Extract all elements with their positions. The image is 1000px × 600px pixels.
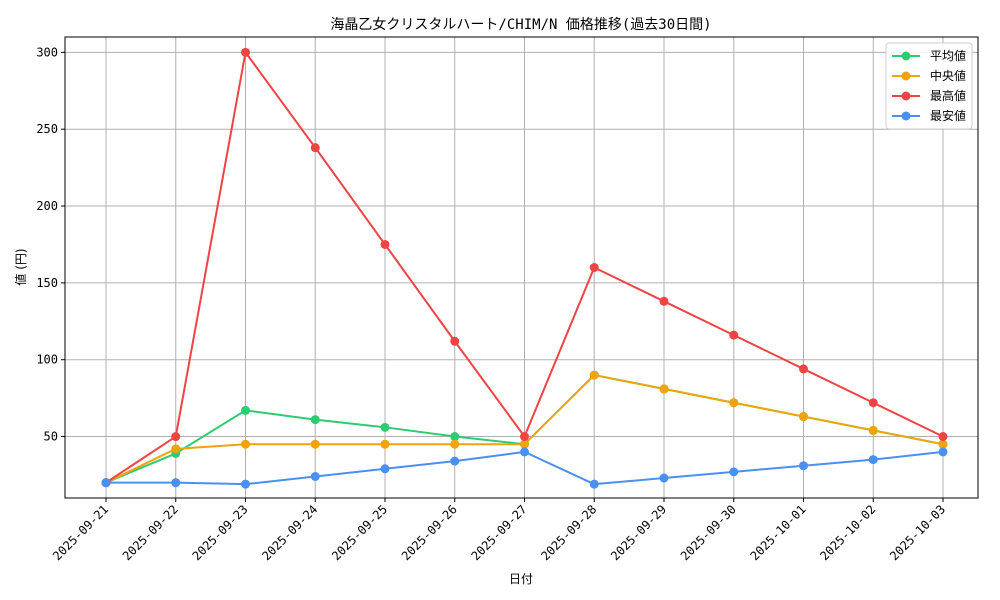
series-layer [101,47,948,489]
data-point [520,439,529,449]
y-tick-label: 100 [36,353,58,367]
data-point [380,422,390,432]
x-tick-label: 2025-09-27 [469,502,530,563]
data-point [938,439,948,449]
x-tick-label: 2025-09-25 [329,502,390,563]
data-point [241,479,250,489]
data-point [659,473,669,483]
data-point [380,439,390,449]
data-point [729,467,739,477]
data-point [938,432,948,442]
data-point [171,444,181,454]
y-tick-label: 200 [36,199,58,213]
legend-marker [901,51,911,61]
series-2 [101,47,948,488]
y-tick-label: 250 [36,122,58,136]
x-tick-label: 2025-10-02 [817,502,878,563]
grid [65,37,978,498]
legend-item: 最高値 [892,88,966,103]
data-point [171,478,181,488]
legend-label: 平均値 [930,48,966,63]
data-point [659,296,669,306]
data-point [868,398,878,408]
legend-marker [901,71,911,81]
data-point [589,370,599,380]
plot-frame [64,36,979,499]
data-point [659,384,669,394]
data-point [868,455,878,465]
legend-marker [901,91,911,101]
x-tick-label: 2025-10-01 [748,502,809,563]
data-point [310,471,320,481]
x-tick-label: 2025-09-21 [50,502,111,563]
data-point [589,479,599,489]
x-tick-label: 2025-09-29 [608,502,669,563]
x-tick-label: 2025-09-28 [538,502,599,563]
data-point [380,464,390,474]
data-point [241,47,250,57]
data-point [450,432,460,442]
data-point [241,439,250,449]
legend-item: 中央値 [892,68,966,83]
legend-label: 最安値 [930,108,966,123]
x-tick-label: 2025-09-22 [120,502,181,563]
data-point [729,398,739,408]
legend-label: 中央値 [930,68,966,83]
x-tick-label: 2025-09-26 [399,502,460,563]
data-point [450,456,460,466]
data-point [868,425,878,435]
data-point [729,330,739,340]
x-tick-label: 2025-09-30 [678,502,739,563]
data-point [799,412,808,422]
series-3 [101,447,948,489]
data-point [101,478,111,488]
data-point [450,439,460,449]
data-point [520,432,529,442]
legend-label: 最高値 [930,88,966,103]
data-point [380,239,390,249]
data-point [450,336,460,346]
x-tick-label: 2025-09-23 [190,502,251,563]
legend-box [885,42,973,130]
x-axis-label: 日付 [509,572,533,586]
y-tick-label: 50 [44,430,58,444]
series-1 [101,370,948,488]
data-point [520,447,529,457]
legend-marker [901,111,911,121]
data-point [310,143,320,153]
x-tick-label: 2025-09-24 [259,502,320,563]
data-point [589,263,599,272]
data-point [938,447,948,457]
data-point [171,432,181,442]
x-tick-label: 2025-10-03 [887,502,948,563]
data-point [799,461,808,471]
legend-item: 最安値 [892,108,966,123]
y-axis-label: 値 (円) [13,248,28,285]
data-point [310,439,320,449]
chart-title: 海晶乙女クリスタルハート/CHIM/N 価格推移(過去30日間) [330,16,711,33]
data-point [310,415,320,425]
y-tick-label: 150 [36,276,58,290]
y-tick-label: 300 [36,45,58,59]
data-point [799,364,808,374]
data-point [241,405,250,415]
legend-item: 平均値 [892,48,966,63]
